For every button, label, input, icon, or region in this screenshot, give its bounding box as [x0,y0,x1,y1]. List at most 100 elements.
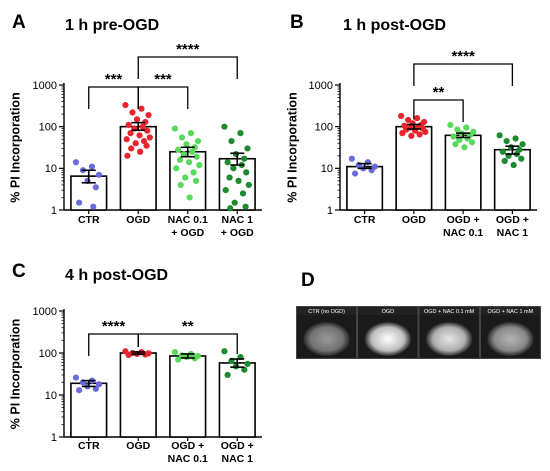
data-point [95,381,103,388]
data-point [171,349,179,356]
data-point [193,153,200,160]
y-tick-label: 1 [327,205,333,217]
data-point [125,351,132,359]
data-point [175,356,182,363]
data-point [138,105,145,112]
bar [169,355,207,438]
y-tick-label: 1 [51,205,57,217]
y-tick-label: 1000 [33,80,57,92]
slice-label-bar [297,307,357,315]
category-label: OGD + [171,440,204,452]
category-label: OGD [126,214,150,226]
data-point [72,374,80,381]
category-label: NAC 1 [497,227,529,239]
data-point [191,355,198,362]
tissue-slice [364,322,412,356]
data-point [461,144,468,151]
panel-letter: A [12,12,26,33]
data-point [127,130,134,137]
significance-label: *** [154,71,172,88]
panel-letter: B [290,12,304,33]
data-point [496,132,503,139]
data-point [123,136,130,143]
data-point [456,136,463,144]
data-point [226,174,233,181]
bar [119,352,157,438]
data-point [132,140,139,147]
data-point [183,353,190,361]
data-point [519,141,526,148]
panel-title: 4 h post-OGD [65,267,168,284]
data-point [499,148,506,155]
data-point [510,161,517,169]
data-point [129,109,136,116]
data-point [245,181,252,189]
data-point [140,138,148,145]
category-label: OGD + [496,214,529,226]
data-point [244,145,251,152]
data-point [146,134,153,141]
y-axis-label: % PI Incorporation [285,92,299,202]
data-point [399,130,406,137]
slice-label-bar [358,307,418,315]
panel-c: C 4 h post-OGD % PI Incorporation 1 10 100 100… [8,261,262,465]
data-point [463,124,470,131]
data-point [194,138,202,145]
data-point [90,203,97,210]
category-label: + OGD [221,227,254,239]
tissue-slice [425,322,473,356]
y-tick-label: 10 [45,163,57,175]
data-point [231,199,238,206]
slice-label-bar [419,307,479,315]
data-point [235,177,242,184]
data-point [187,130,195,137]
data-point [230,165,237,172]
significance-label: ** [182,318,194,335]
significance-label: *** [105,71,123,88]
data-point [416,131,423,138]
data-point [221,123,228,130]
panel-title: 1 h post-OGD [343,17,446,34]
data-point [176,156,184,163]
data-point [241,155,248,162]
slice-label: OGD + NAC 1 mM [488,309,534,315]
significance-bracket [413,63,514,86]
data-point [468,139,476,146]
data-point [239,190,247,197]
significance-bracket [137,56,238,79]
data-point [232,150,240,158]
y-tick-label: 100 [39,122,57,134]
data-point [143,142,150,149]
data-point [182,174,189,181]
data-point [173,165,180,172]
data-point [364,159,371,166]
data-point [501,157,508,165]
data-point [190,169,197,176]
data-point [171,125,179,132]
panel-d: D CTR (no OGD) OGD OGD + NAC 0.1 mM OGD + NA… [296,270,541,359]
data-point [183,141,190,148]
category-label: OGD [126,440,150,452]
category-label: NAC 1 [221,214,253,226]
category-label: NAC 0.1 [443,227,483,239]
y-tick-label: 100 [39,348,57,360]
bar [493,148,531,211]
data-point [133,116,141,123]
y-tick-label: 10 [45,390,57,402]
data-point [76,199,83,206]
y-tick-label: 10 [321,163,333,175]
category-label: OGD + [447,214,480,226]
data-point [454,126,461,133]
data-point [189,148,196,155]
category-label: NAC 0.1 [168,453,208,465]
data-point [242,203,249,210]
category-label: NAC 1 [221,453,253,465]
data-point [137,148,144,155]
data-point [222,187,229,194]
data-point [139,123,146,130]
data-point [447,121,454,129]
data-point [186,194,193,201]
significance-label: **** [176,41,200,58]
y-tick-label: 1000 [309,80,333,92]
